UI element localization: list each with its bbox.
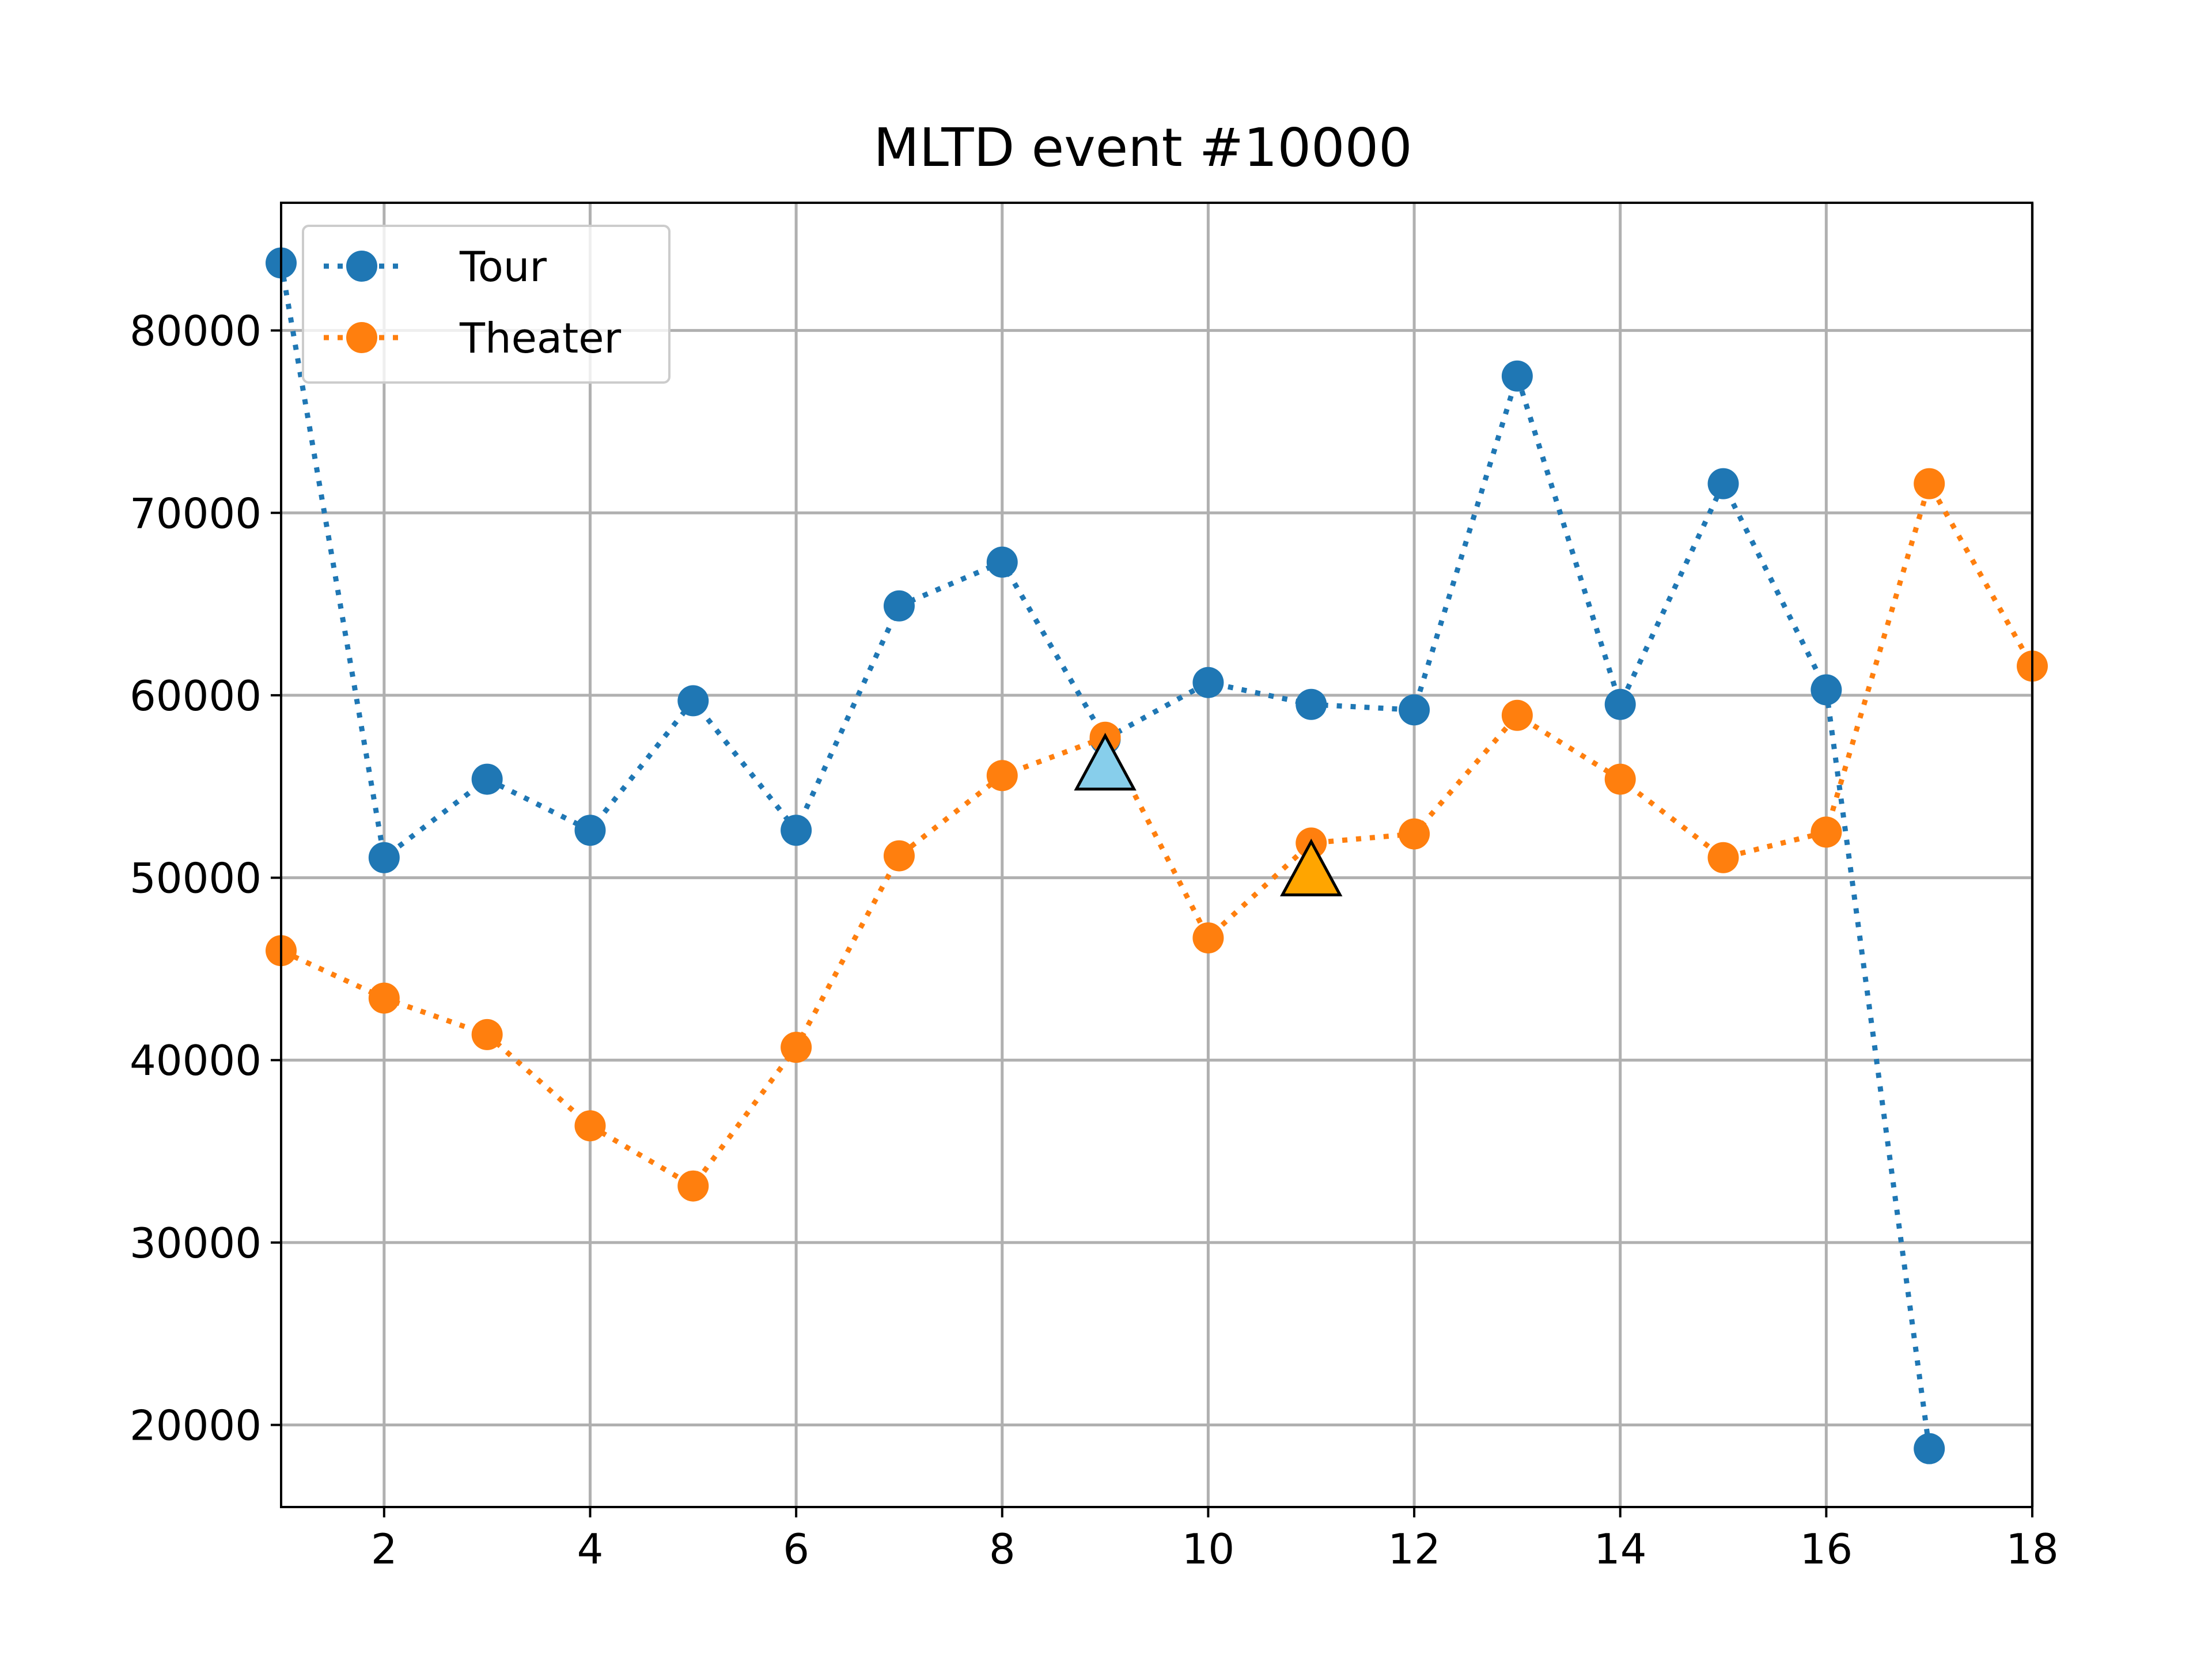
- data-point-tour: [986, 546, 1018, 578]
- data-point-tour: [883, 590, 915, 622]
- tour-triangle-marker: [1074, 733, 1137, 791]
- x-tick-label: 18: [2006, 1525, 2059, 1573]
- chart-title: MLTD event #10000: [873, 117, 1412, 179]
- data-point-theater: [1501, 699, 1533, 731]
- x-tick-label: 12: [1388, 1525, 1441, 1573]
- x-tick-label: 2: [371, 1525, 397, 1573]
- data-point-tour: [1707, 468, 1739, 499]
- x-tick-label: 6: [783, 1525, 809, 1573]
- data-point-tour: [1604, 688, 1636, 720]
- data-point-theater: [1192, 922, 1224, 954]
- data-point-theater: [1399, 818, 1430, 850]
- data-point-tour: [1192, 667, 1224, 698]
- data-point-theater: [1604, 763, 1636, 795]
- y-tick-label: 30000: [130, 1219, 262, 1267]
- theater-triangle-marker: [1280, 838, 1343, 896]
- x-tick-label: 4: [577, 1525, 604, 1573]
- legend-label-tour: Tour: [459, 243, 547, 291]
- data-point-theater: [986, 760, 1018, 792]
- data-point-tour: [1914, 1433, 1945, 1464]
- data-point-tour: [1501, 360, 1533, 392]
- data-point-tour: [1296, 688, 1327, 720]
- data-point-theater: [574, 1110, 606, 1142]
- y-tick-label: 40000: [130, 1036, 262, 1085]
- data-point-theater: [1914, 468, 1945, 499]
- data-point-tour: [781, 815, 812, 846]
- data-point-theater: [1707, 842, 1739, 873]
- x-tick-label: 16: [1800, 1525, 1853, 1573]
- legend-marker-theater: [346, 322, 377, 353]
- y-tick-label: 80000: [130, 307, 262, 355]
- data-point-theater: [1810, 816, 1842, 848]
- y-tick-label: 60000: [130, 672, 262, 720]
- data-point-theater: [677, 1170, 709, 1202]
- data-point-theater: [883, 840, 915, 872]
- data-point-tour: [368, 842, 400, 873]
- legend-marker-tour: [346, 251, 377, 282]
- x-tick-label: 8: [989, 1525, 1016, 1573]
- data-point-theater: [368, 982, 400, 1014]
- data-point-tour: [677, 685, 709, 717]
- data-point-tour: [1399, 694, 1430, 726]
- data-point-theater: [781, 1032, 812, 1063]
- data-point-tour: [1810, 674, 1842, 706]
- y-tick-label: 20000: [130, 1402, 262, 1450]
- data-point-theater: [471, 1019, 503, 1050]
- x-tick-label: 14: [1594, 1525, 1647, 1573]
- axes-frame: [280, 202, 2033, 1508]
- data-point-tour: [574, 815, 606, 846]
- data-point-tour: [471, 763, 503, 795]
- y-tick-label: 70000: [130, 489, 262, 537]
- y-tick-label: 50000: [130, 854, 262, 903]
- x-tick-label: 10: [1182, 1525, 1235, 1573]
- legend-label-theater: Theater: [459, 314, 622, 362]
- plot-area: 2 4 6 8 10 12 14 16 18 20000 30000 40000 50000 60000 7…: [130, 202, 2059, 1573]
